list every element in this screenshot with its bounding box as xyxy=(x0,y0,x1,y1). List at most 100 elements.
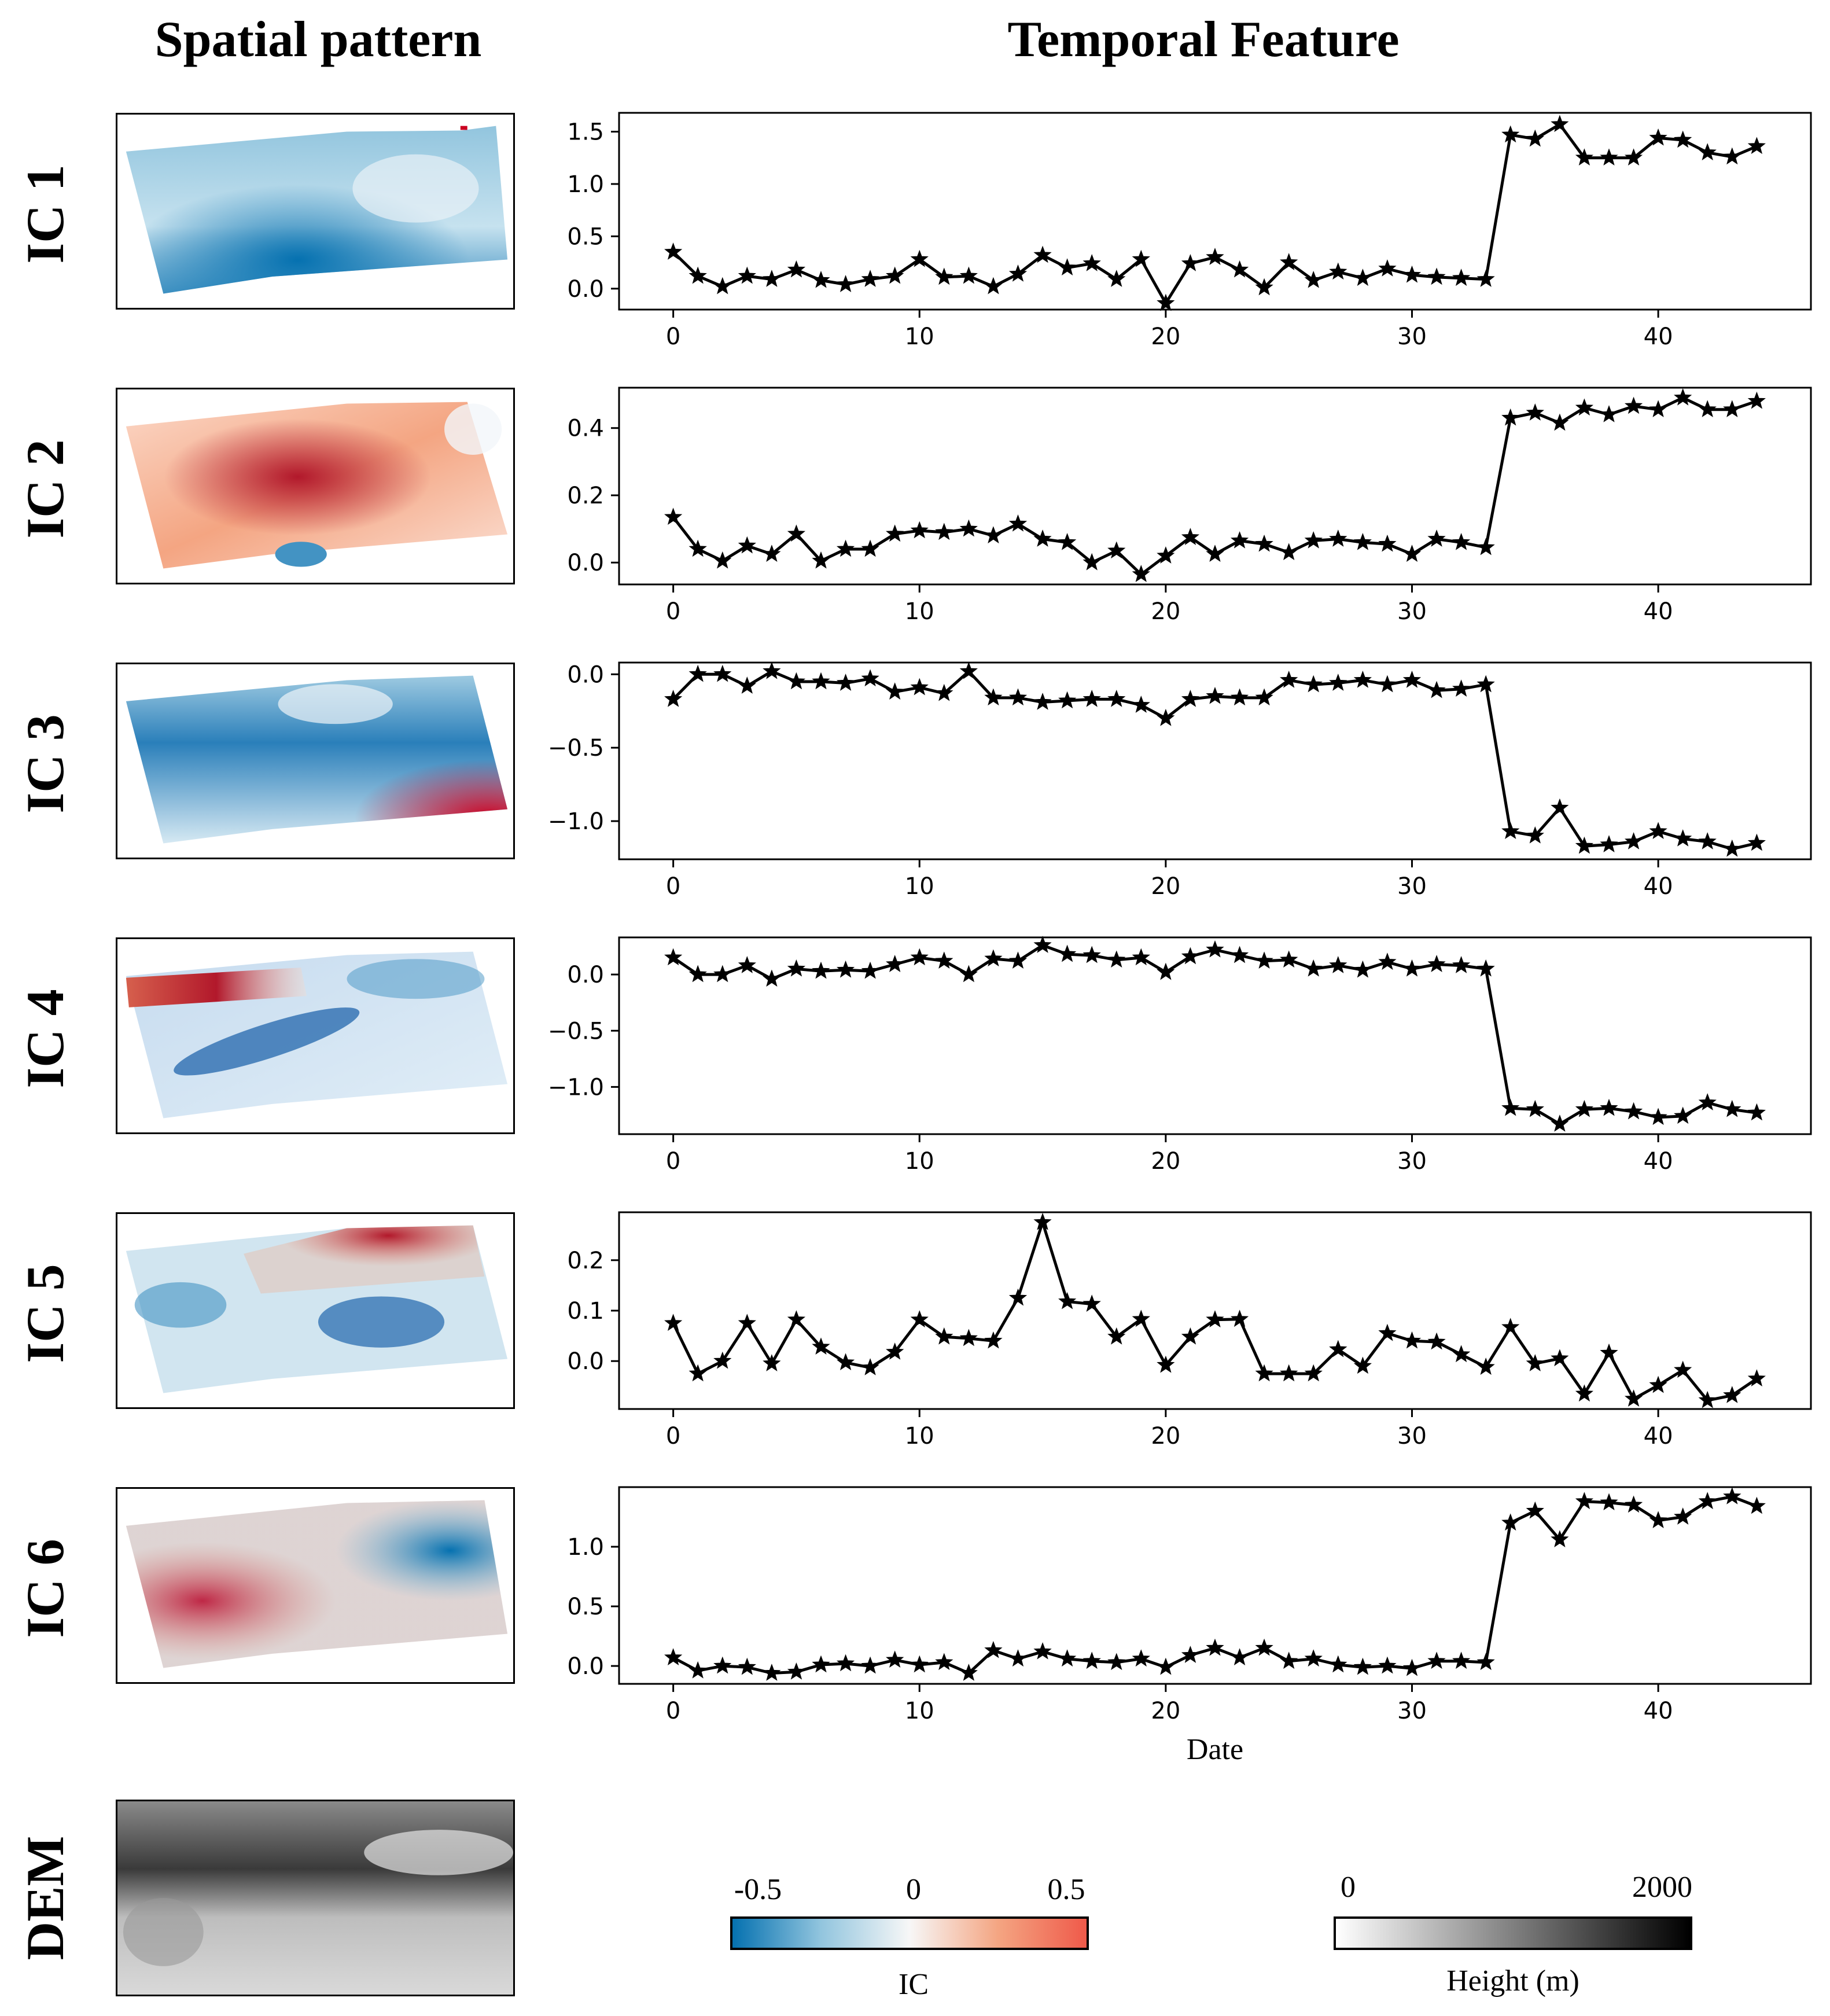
data-point xyxy=(1575,1099,1594,1117)
data-point xyxy=(861,539,879,557)
data-point xyxy=(1551,413,1569,431)
data-point xyxy=(787,959,806,977)
x-tick-label: 40 xyxy=(1644,323,1673,350)
data-point xyxy=(1526,1354,1544,1371)
data-point xyxy=(787,1662,806,1680)
data-point xyxy=(959,519,978,537)
x-tick-label: 30 xyxy=(1397,598,1427,625)
data-point xyxy=(836,674,855,691)
data-point xyxy=(935,1653,953,1671)
data-point xyxy=(812,1655,830,1673)
x-tick-label: 10 xyxy=(905,1423,934,1450)
data-point xyxy=(1747,1369,1766,1386)
data-point xyxy=(1353,960,1372,978)
spatial-map-ic6 xyxy=(116,1487,515,1684)
data-point xyxy=(861,1358,879,1375)
data-point xyxy=(1698,143,1717,161)
data-point xyxy=(1452,956,1471,973)
data-point xyxy=(1008,1649,1028,1667)
data-point xyxy=(664,242,683,260)
data-point xyxy=(836,1353,855,1371)
data-point xyxy=(1157,1657,1175,1675)
x-tick-label: 20 xyxy=(1151,1148,1180,1175)
x-tick-label: 20 xyxy=(1151,323,1180,350)
data-point xyxy=(763,1354,781,1371)
data-point xyxy=(959,661,978,679)
data-point xyxy=(1747,833,1766,851)
x-tick-label: 10 xyxy=(905,598,934,625)
data-point xyxy=(1206,1310,1224,1327)
plot-frame-3 xyxy=(618,661,1812,860)
data-point xyxy=(1402,670,1422,688)
plot-frame-2 xyxy=(618,387,1812,586)
data-point xyxy=(1082,253,1101,271)
data-point xyxy=(1624,1389,1643,1407)
data-point xyxy=(1526,1099,1544,1117)
series-line-ic4 xyxy=(672,944,1757,1125)
x-tick-label: 30 xyxy=(1397,1148,1427,1175)
data-point xyxy=(886,1342,904,1360)
data-point xyxy=(1600,1343,1618,1361)
data-point xyxy=(1427,1332,1446,1350)
data-point xyxy=(1132,565,1150,582)
y-tick-label: 0.0 xyxy=(567,661,604,688)
data-point xyxy=(1452,1651,1471,1669)
data-point xyxy=(1378,534,1397,552)
data-point xyxy=(664,507,683,525)
data-point xyxy=(1476,270,1495,287)
data-point xyxy=(1452,1345,1471,1363)
data-point xyxy=(1551,1114,1569,1132)
data-point xyxy=(1255,278,1273,296)
data-point xyxy=(984,1640,1003,1658)
data-point xyxy=(1304,675,1323,693)
data-point xyxy=(713,965,732,983)
spatial-map-ic5 xyxy=(116,1212,515,1409)
data-point xyxy=(1353,1356,1372,1374)
y-tick-label: 0.0 xyxy=(567,276,604,303)
data-point xyxy=(1206,545,1224,562)
data-point xyxy=(1206,940,1224,958)
x-tick-label: 10 xyxy=(905,873,934,900)
data-point xyxy=(1698,1390,1717,1408)
data-point xyxy=(1280,1651,1298,1669)
data-point xyxy=(1008,688,1028,706)
data-point xyxy=(1624,148,1643,166)
x-tick-label: 20 xyxy=(1151,598,1180,625)
data-point xyxy=(1674,1360,1692,1378)
x-tick-label: 40 xyxy=(1644,1148,1673,1175)
data-point xyxy=(1280,253,1298,270)
data-point xyxy=(1304,531,1323,549)
spatial-map-ic3 xyxy=(116,663,515,859)
data-point xyxy=(1255,534,1273,552)
data-point xyxy=(836,960,855,978)
data-point xyxy=(1427,267,1446,285)
data-point xyxy=(984,949,1003,967)
data-point xyxy=(1501,822,1520,840)
data-point xyxy=(1723,1386,1741,1403)
data-point xyxy=(836,275,855,292)
data-point xyxy=(1008,264,1028,282)
data-point xyxy=(886,524,904,542)
data-point xyxy=(1551,1349,1569,1367)
data-point xyxy=(787,260,806,278)
data-point xyxy=(1181,528,1200,545)
data-point xyxy=(1402,265,1422,283)
data-point xyxy=(688,539,707,557)
data-point xyxy=(1230,531,1249,549)
data-point xyxy=(984,688,1003,706)
data-point xyxy=(1723,1487,1741,1504)
data-point xyxy=(1206,686,1224,704)
data-point xyxy=(1230,946,1249,963)
data-point xyxy=(713,551,732,569)
data-point xyxy=(1501,408,1520,426)
data-point xyxy=(1649,128,1667,146)
y-tick-label: 0.5 xyxy=(567,1594,604,1620)
data-point xyxy=(688,266,707,284)
data-point xyxy=(787,524,806,542)
y-tick-label: −0.5 xyxy=(548,1018,604,1044)
data-point xyxy=(910,521,929,539)
data-point xyxy=(1304,959,1323,977)
data-point xyxy=(1206,1638,1224,1656)
data-point xyxy=(1402,545,1422,562)
data-point xyxy=(738,1314,756,1331)
